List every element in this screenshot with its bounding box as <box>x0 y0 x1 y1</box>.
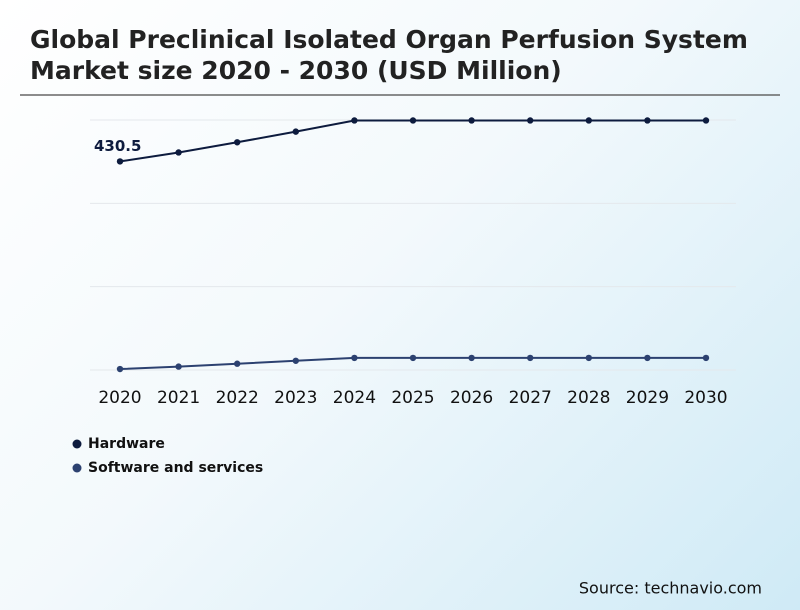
data-label: 430.5 <box>94 137 141 155</box>
source: Source: technavio.com <box>579 579 762 598</box>
x-tick-label: 2028 <box>567 388 610 408</box>
data-point <box>234 139 241 146</box>
x-tick-label: 2026 <box>450 388 493 408</box>
data-point <box>292 357 299 364</box>
x-tick-label: 2029 <box>626 388 669 408</box>
data-point <box>468 117 475 124</box>
data-point <box>351 354 358 362</box>
data-point <box>409 354 417 362</box>
x-tick-label: 2021 <box>157 388 200 408</box>
x-tick-label: 2024 <box>333 388 376 408</box>
legend-marker <box>72 463 82 473</box>
data-point <box>527 117 534 124</box>
data-point <box>527 354 534 362</box>
legend-label: Hardware <box>88 436 165 452</box>
data-point <box>585 117 592 124</box>
x-tick-label: 2023 <box>274 388 317 408</box>
data-point <box>585 354 592 362</box>
chart-title: Global Preclinical Isolated Organ Perfus… <box>30 25 748 85</box>
legend-marker <box>72 439 82 449</box>
x-tick-label: 2030 <box>684 388 727 408</box>
data-point <box>644 117 651 124</box>
x-tick-label: 2027 <box>509 388 552 408</box>
data-point <box>234 360 241 367</box>
series-line <box>119 119 706 163</box>
data-point <box>175 149 182 156</box>
data-point <box>116 365 124 373</box>
x-tick-label: 2025 <box>391 388 434 408</box>
data-point <box>702 354 710 362</box>
data-point <box>468 354 475 362</box>
data-point <box>116 158 124 165</box>
legend-label: Software and services <box>88 460 263 476</box>
x-tick-label: 2022 <box>216 388 259 408</box>
data-point <box>409 117 417 124</box>
data-point <box>175 363 182 370</box>
data-point <box>351 117 358 124</box>
data-point <box>644 354 651 362</box>
data-point <box>292 128 299 135</box>
x-tick-label: 2020 <box>98 388 141 408</box>
data-point <box>702 117 710 124</box>
